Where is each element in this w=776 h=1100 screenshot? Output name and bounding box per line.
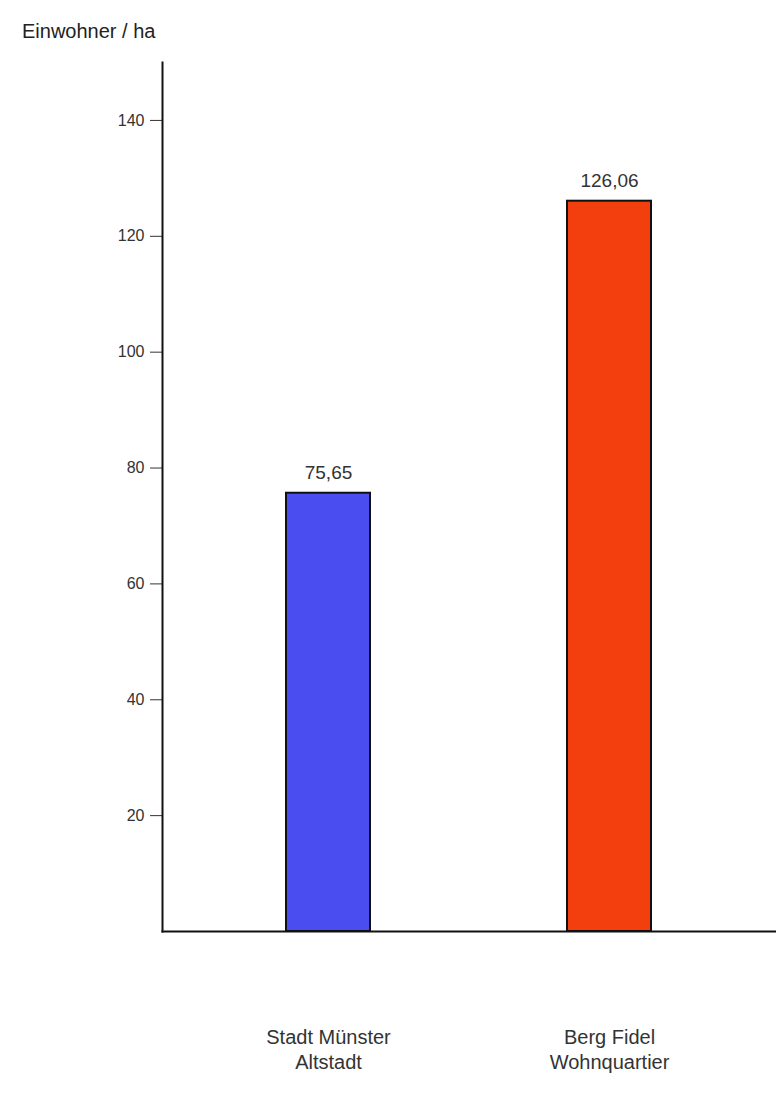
svg-text:40: 40	[127, 691, 145, 708]
svg-text:100: 100	[118, 343, 145, 360]
svg-text:140: 140	[118, 112, 145, 129]
svg-text:126,06: 126,06	[580, 170, 638, 191]
svg-text:Berg FidelWohnquartier: Berg FidelWohnquartier	[550, 1026, 670, 1073]
svg-text:Stadt MünsterAltstadt: Stadt MünsterAltstadt	[266, 1026, 391, 1073]
svg-text:60: 60	[127, 575, 145, 592]
svg-text:20: 20	[127, 807, 145, 824]
svg-text:80: 80	[127, 459, 145, 476]
svg-text:120: 120	[118, 227, 145, 244]
svg-text:75,65: 75,65	[305, 462, 353, 483]
html-text:Einwohner / ha: Einwohner / ha	[22, 20, 156, 42]
